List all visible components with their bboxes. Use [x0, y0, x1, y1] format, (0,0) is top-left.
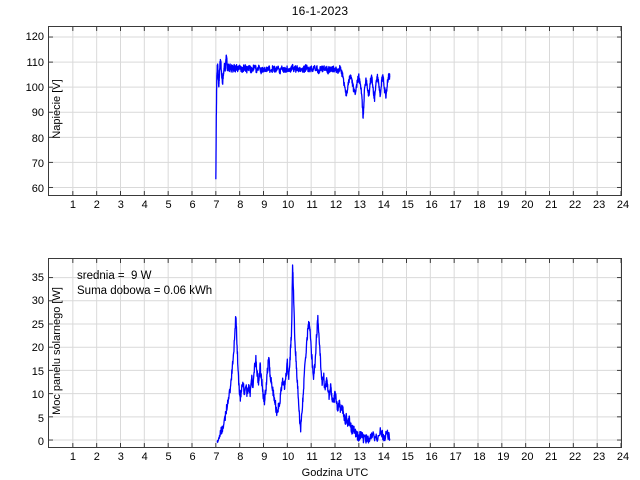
- y-tick-label: 90: [31, 107, 44, 120]
- x-tick-label: 11: [306, 199, 318, 211]
- y-tick-label: 10: [31, 389, 44, 402]
- power-plot-area: [49, 259, 621, 447]
- x-tick-label: 5: [165, 199, 172, 211]
- x-tick-label: 24: [616, 199, 630, 211]
- y-tick-label: 110: [26, 56, 44, 69]
- y-tick-label: 100: [25, 81, 44, 94]
- x-tick-label: 22: [569, 199, 582, 211]
- x-tick-label: 8: [237, 199, 244, 211]
- x-tick-label: 16: [425, 199, 438, 211]
- y-tick-label: 0: [37, 435, 44, 448]
- x-tick-label: 12: [329, 451, 343, 463]
- x-tick-label: 3: [117, 451, 124, 463]
- annotation-daily-energy: Suma dobowa = 0.06 kWh: [77, 285, 213, 297]
- x-tick-label: 19: [497, 451, 510, 463]
- x-tick-label: 10: [282, 451, 295, 463]
- x-tick-label: 20: [521, 199, 534, 211]
- x-tick-label: 14: [377, 199, 390, 211]
- power-plot-axes: Moc panelu solarnego [W] Godzina UTC sre…: [32, 258, 629, 479]
- y-tick-label: 80: [31, 132, 44, 145]
- x-tick-label: 18: [473, 451, 486, 463]
- x-tick-label: 10: [282, 199, 295, 211]
- figure-title: 16-1-2023: [291, 4, 349, 18]
- y-tick-label: 15: [31, 365, 44, 378]
- x-tick-label: 12: [329, 199, 343, 211]
- x-tick-label: 8: [237, 451, 244, 463]
- x-tick-label: 13: [353, 199, 367, 211]
- power-x-axis-label: Godzina UTC: [301, 467, 369, 479]
- voltage-data-line: [215, 54, 391, 180]
- x-tick-label: 23: [592, 451, 606, 463]
- voltage-y-axis-label: Napiecie [V]: [51, 79, 63, 139]
- power-y-axis-label: Moc panelu solarnego [W]: [51, 287, 63, 415]
- x-tick-label: 17: [449, 451, 462, 463]
- power-data-line: [216, 264, 391, 444]
- x-tick-label: 9: [261, 451, 268, 463]
- x-tick-label: 7: [213, 199, 220, 211]
- voltage-plot-axes: Napiecie [V] 1 2 3 4 5 6 7 8 9 10 11 12 13 14 15 16 17 18…: [26, 26, 629, 211]
- y-tick-label: 20: [31, 342, 44, 355]
- x-tick-label: 21: [545, 451, 558, 463]
- x-tick-label: 9: [261, 199, 268, 211]
- x-tick-label: 21: [545, 199, 558, 211]
- x-tick-label: 20: [521, 451, 534, 463]
- x-tick-label: 5: [165, 451, 172, 463]
- annotation-average-power: srednia = 9 W: [77, 270, 152, 282]
- x-tick-label: 24: [616, 451, 630, 463]
- x-tick-label: 14: [377, 451, 390, 463]
- x-tick-label: 7: [213, 451, 220, 463]
- x-tick-label: 2: [93, 199, 100, 211]
- x-tick-label: 17: [449, 199, 462, 211]
- y-tick-label: 60: [31, 183, 44, 196]
- x-tick-label: 2: [93, 451, 100, 463]
- x-tick-label: 15: [401, 451, 414, 463]
- y-tick-label: 120: [25, 31, 44, 44]
- x-tick-label: 15: [401, 199, 414, 211]
- x-tick-label: 6: [189, 199, 196, 211]
- x-tick-label: 11: [306, 451, 318, 463]
- y-tick-label: 30: [31, 295, 44, 308]
- y-tick-label: 25: [31, 318, 44, 331]
- voltage-plot-area: [49, 27, 621, 195]
- x-tick-label: 16: [425, 451, 438, 463]
- x-tick-label: 22: [569, 451, 582, 463]
- x-tick-label: 18: [473, 199, 486, 211]
- x-tick-label: 6: [189, 451, 196, 463]
- x-tick-label: 3: [117, 199, 124, 211]
- x-tick-label: 1: [69, 451, 76, 463]
- x-tick-label: 4: [141, 199, 148, 211]
- y-tick-label: 35: [31, 271, 44, 284]
- x-tick-label: 19: [497, 199, 510, 211]
- y-tick-label: 5: [37, 412, 44, 425]
- y-tick-label: 70: [31, 158, 44, 170]
- x-tick-label: 4: [141, 451, 148, 463]
- x-tick-label: 13: [353, 451, 367, 463]
- x-tick-label: 23: [592, 199, 606, 211]
- x-tick-label: 1: [69, 199, 76, 211]
